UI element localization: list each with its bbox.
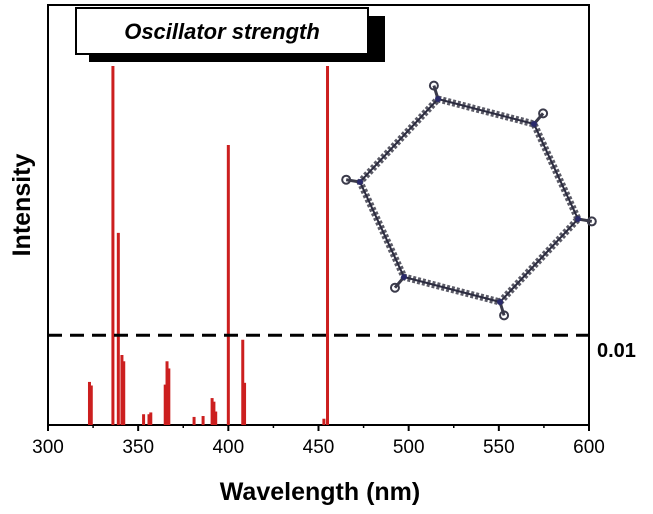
vertex-ring [538, 108, 549, 119]
vertex-atom [497, 299, 503, 305]
bars-layer [87, 66, 330, 425]
vertex-atom [401, 274, 407, 280]
macrocycle-ring [356, 95, 582, 306]
vertex-ring [389, 282, 400, 293]
vertex-ring [499, 310, 510, 321]
vertex-atom [531, 121, 537, 127]
vertex-atom [435, 96, 441, 102]
plot-frame [47, 4, 590, 426]
x-tick-label: 350 [122, 437, 154, 458]
x-tick-label: 450 [303, 437, 335, 458]
x-tick-label: 550 [483, 437, 515, 458]
macrocycle-backbone [358, 97, 580, 304]
x-ticks-layer: 300 350 400 450 500 550 600 [32, 425, 605, 458]
macrocycle-vertices [341, 80, 597, 321]
title-box: Oscillator strength [75, 7, 385, 62]
vertex-atom [357, 179, 363, 185]
x-tick-label: 400 [212, 437, 244, 458]
y-axis-title: Intensity [8, 154, 36, 257]
vertex-ring [586, 216, 597, 227]
vertex-ring [341, 174, 352, 185]
title-box-frame [75, 7, 369, 55]
x-axis-title: Wavelength (nm) [220, 478, 420, 506]
vertex-ring [428, 80, 439, 91]
hexagonal-macrocycle-structure-icon [341, 80, 597, 321]
x-tick-label: 300 [32, 437, 64, 458]
reference-line-label: 0.01 [597, 340, 636, 362]
chart-title: Oscillator strength [124, 19, 320, 44]
x-tick-label: 500 [393, 437, 425, 458]
x-tick-label: 600 [573, 437, 605, 458]
vertex-atom [575, 216, 581, 222]
